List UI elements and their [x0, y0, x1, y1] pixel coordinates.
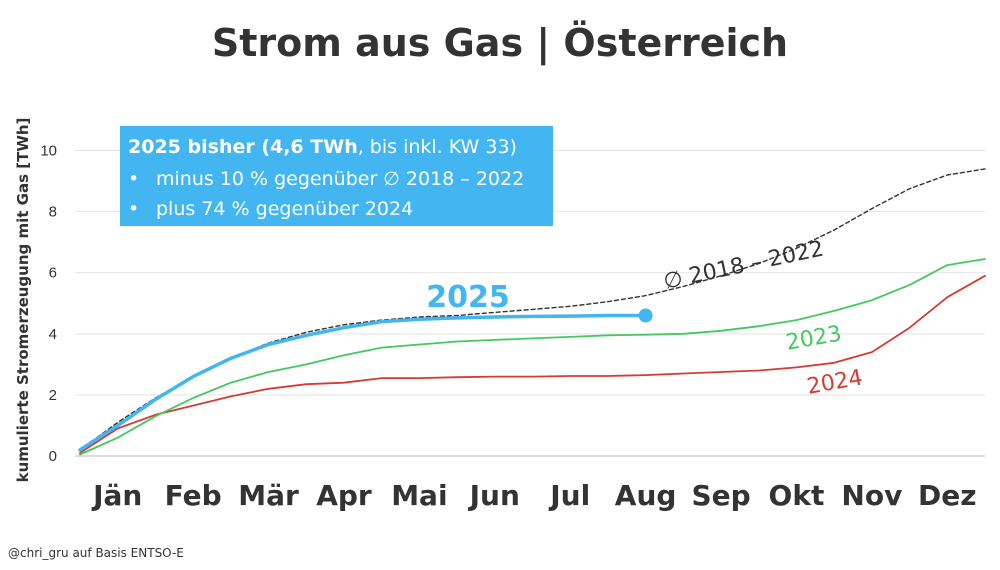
x-tick-label: Apr	[316, 479, 372, 512]
x-axis-ticks: Jän Feb Mär Apr Mai Jun Jul Aug Sep Okt Nov Dez	[91, 479, 976, 512]
y-tick-label: 2	[49, 387, 57, 404]
y-tick-label: 4	[49, 326, 57, 343]
info-box-title: 2025 bisher (4,6 TWh, bis inkl. KW 33)	[128, 136, 517, 158]
series-2025-end-marker	[638, 308, 653, 323]
info-box-title-bold: 2025 bisher (4,6 TWh	[128, 136, 358, 158]
info-box-title-rest: , bis inkl. KW 33)	[358, 136, 517, 158]
x-tick-label: Aug	[615, 479, 677, 512]
x-tick-label: Jun	[468, 479, 520, 512]
info-box: 2025 bisher (4,6 TWh, bis inkl. KW 33) •…	[120, 126, 553, 226]
series-label-avg-2018-2022: ∅ 2018 – 2022	[661, 236, 826, 294]
y-axis-ticks: 0 2 4 6 8 10	[40, 143, 57, 465]
source-credit: @chri_gru auf Basis ENTSO-E	[8, 546, 184, 560]
bullet-mark: •	[128, 198, 139, 220]
series-label-2025: 2025	[426, 280, 510, 315]
x-tick-label: Okt	[769, 479, 825, 512]
info-box-bullet-1: • minus 10 % gegenüber ∅ 2018 – 2022	[128, 168, 524, 190]
x-tick-label: Jän	[91, 479, 142, 512]
bullet-mark: •	[128, 168, 139, 190]
x-tick-label: Mär	[238, 479, 299, 512]
y-tick-label: 10	[40, 143, 57, 160]
x-tick-label: Mai	[391, 479, 447, 512]
x-tick-label: Sep	[691, 479, 750, 512]
info-box-bullet-2: • plus 74 % gegenüber 2024	[128, 198, 413, 220]
y-tick-label: 6	[49, 265, 57, 282]
series-label-2023: 2023	[784, 321, 843, 355]
y-tick-label: 8	[49, 204, 57, 221]
info-box-bullet-1-text: minus 10 % gegenüber ∅ 2018 – 2022	[156, 168, 524, 190]
series-line-2023	[79, 258, 986, 456]
x-tick-label: Feb	[165, 479, 222, 512]
series-line-2024	[79, 274, 986, 454]
x-tick-label: Dez	[918, 479, 977, 512]
info-box-bullet-2-text: plus 74 % gegenüber 2024	[156, 198, 413, 220]
series-line-2025	[78, 313, 648, 452]
y-axis-label: kumulierte Stromerzeugung mit Gas [TWh]	[14, 118, 32, 483]
series-lines	[78, 168, 986, 456]
x-tick-label: Nov	[841, 479, 902, 512]
y-tick-label: 0	[49, 448, 57, 465]
info-box-background	[120, 126, 553, 226]
chart-title: Strom aus Gas | Österreich	[212, 21, 788, 66]
x-tick-label: Jul	[548, 479, 590, 512]
